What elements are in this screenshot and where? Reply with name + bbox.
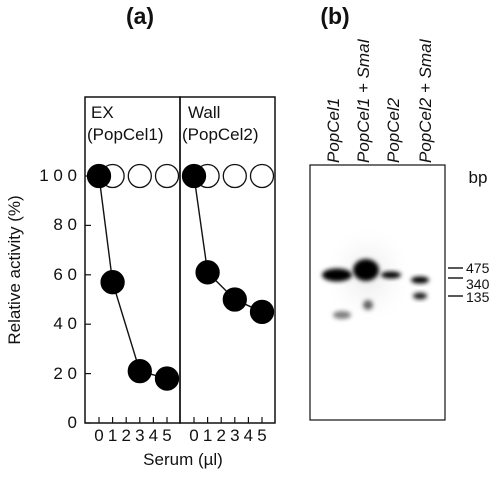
data-point-filled: [127, 358, 152, 384]
y-tick-label-80: 8 0: [53, 215, 77, 234]
size-markers: 475 340 135: [448, 260, 490, 305]
data-point-filled: [86, 163, 112, 189]
panel-a-label: (a): [126, 3, 154, 29]
series-line: [98, 175, 168, 380]
x-tick-label: 0: [189, 426, 198, 445]
x-tick-label: 3: [135, 426, 144, 445]
blot-band-lane1-main: [322, 268, 352, 282]
subplot-ex-subtitle: (PopCel1): [87, 125, 164, 144]
data-point-filled: [181, 163, 207, 189]
x-tick-label: 4: [149, 426, 158, 445]
x-tick-label: 5: [257, 426, 266, 445]
subplot-ex-plot-area: [86, 163, 180, 391]
subplot-ex: EX (PopCel1) 0 1 2: [84, 96, 181, 445]
blot-band-lane4-upper: [411, 276, 429, 284]
data-point-open: [249, 163, 275, 189]
subplot-wall-subtitle: (PopCel2): [182, 125, 259, 144]
subplot-wall-frame: [179, 96, 276, 424]
marker-label-340: 340: [466, 276, 490, 292]
data-point-filled: [222, 287, 247, 312]
panel-a: (a) Relative activity (%) 0 2 0 4 0 6 0 …: [5, 3, 276, 469]
x-tick-label: 4: [244, 426, 253, 445]
blot-band-lane2-lower: [363, 300, 373, 310]
x-tick-label: 2: [121, 426, 130, 445]
y-tick-label-100: 1 0 0: [39, 166, 77, 185]
subplot-ex-x-tick-labels: 0 1 2 3 4 5: [94, 426, 171, 445]
x-tick-label: 2: [216, 426, 225, 445]
data-point-filled: [154, 366, 180, 391]
y-tick-label-0: 0: [68, 413, 77, 432]
lane-label-popcel2: PopCel2: [384, 97, 403, 163]
y-tick-label-20: 2 0: [53, 364, 77, 383]
lane-label-popcel1: PopCel1: [324, 98, 343, 163]
x-tick-label: 0: [94, 426, 103, 445]
blot-band-lane4-lower: [413, 292, 427, 300]
data-point-filled: [249, 299, 275, 325]
lane-label-popcel1-smai: PopCel1 + SmaI: [354, 38, 373, 163]
data-point-open: [154, 163, 180, 189]
subplot-wall-x-ticks: [193, 417, 263, 423]
marker-label-135: 135: [466, 289, 490, 305]
data-point-open: [127, 163, 152, 189]
subplot-wall-title: Wall: [188, 103, 220, 122]
subplot-wall-x-tick-labels: 0 1 2 3 4 5: [189, 426, 266, 445]
data-point-open: [222, 163, 247, 189]
subplot-wall-plot-area: [181, 163, 275, 325]
x-tick-label: 5: [162, 426, 171, 445]
subplot-wall: Wall (PopCel2) 0 1 2 3 4 5: [179, 96, 276, 445]
y-tick-label-40: 4 0: [53, 314, 77, 333]
data-point-filled: [195, 260, 220, 285]
bp-unit-label: bp: [469, 168, 488, 187]
x-tick-label: 1: [203, 426, 212, 445]
subplot-ex-title: EX: [91, 103, 114, 122]
series-line: [193, 175, 263, 313]
subplot-ex-y-ticks: [85, 175, 91, 424]
x-tick-label: 1: [108, 426, 117, 445]
x-tick-label: 3: [230, 426, 239, 445]
panel-b-label: (b): [320, 3, 349, 29]
subplot-ex-x-ticks: [98, 417, 168, 423]
marker-label-475: 475: [466, 260, 490, 276]
y-tick-labels: 0 2 0 4 0 6 0 8 0 1 0 0: [39, 166, 77, 432]
y-axis-label: Relative activity (%): [5, 195, 24, 344]
blot-image: [309, 164, 446, 421]
x-axis-label: Serum (µl): [143, 450, 223, 469]
data-point-filled: [100, 270, 125, 295]
y-tick-label-60: 6 0: [53, 265, 77, 284]
panel-b: (b) PopCel1 PopCel1 + SmaI PopCel2 PopCe…: [309, 3, 490, 421]
lane-labels: PopCel1 PopCel1 + SmaI PopCel2 PopCel2 +…: [324, 38, 435, 163]
blot-band-lane3-main: [381, 271, 401, 279]
lane-label-popcel2-smai: PopCel2 + SmaI: [416, 38, 435, 163]
blot-band-lane2-main: [353, 259, 379, 281]
blot-band-lane1-lower: [333, 311, 351, 319]
